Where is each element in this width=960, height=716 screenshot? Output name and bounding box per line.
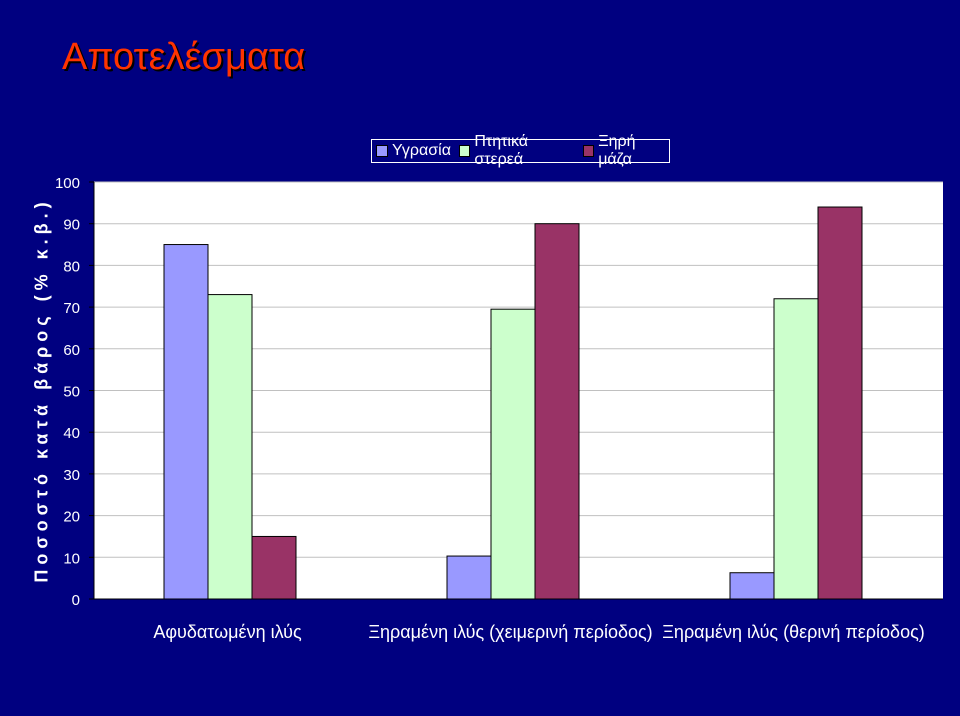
bar: [490, 308, 536, 600]
y-tick-label: 50: [63, 384, 80, 401]
x-tick-label: Αφυδατωμένη ιλύς: [153, 622, 302, 642]
legend-label: Ξηρή μάζα: [598, 133, 636, 168]
bar: [163, 244, 209, 600]
y-tick-label: 20: [63, 509, 80, 526]
y-tick-label: 60: [63, 342, 80, 359]
legend-swatch-icon: [582, 145, 595, 157]
y-tick-label: 100: [55, 175, 80, 192]
slide-title: Αποτελέσματα: [62, 36, 306, 78]
legend-swatch-icon: [376, 145, 388, 157]
bar: [534, 223, 580, 600]
bar: [207, 294, 253, 600]
y-tick-label: 70: [63, 300, 80, 317]
legend-label: Πτητικά στερεά: [474, 133, 529, 168]
x-tick-label: Ξηραμένη ιλύς (χειμερινή περίοδος): [368, 622, 652, 642]
legend-swatch-icon: [458, 145, 471, 157]
chart-legend: Υγρασία Πτητικά στερεά Ξηρή μάζα: [371, 133, 670, 168]
legend-item-volatile-solids: Πτητικά στερεά: [458, 133, 575, 169]
y-tick-label: 30: [63, 467, 80, 484]
y-tick-label: 10: [63, 550, 80, 567]
y-tick-label: 0: [72, 592, 80, 609]
y-tick-label: 40: [63, 425, 80, 442]
bar: [729, 572, 775, 600]
y-tick-label: 80: [63, 258, 80, 275]
bar: [817, 206, 863, 600]
legend-item-dry-mass: Ξηρή μάζα: [582, 133, 669, 169]
legend-item-moisture: Υγρασία: [376, 142, 451, 160]
legend-label: Υγρασία: [392, 142, 451, 159]
bar: [773, 298, 819, 600]
bar: [251, 535, 297, 600]
y-tick-label: 90: [63, 217, 80, 234]
bar: [446, 555, 492, 600]
x-tick-label: Ξηραμένη ιλύς (θερινή περίοδος): [662, 622, 925, 642]
